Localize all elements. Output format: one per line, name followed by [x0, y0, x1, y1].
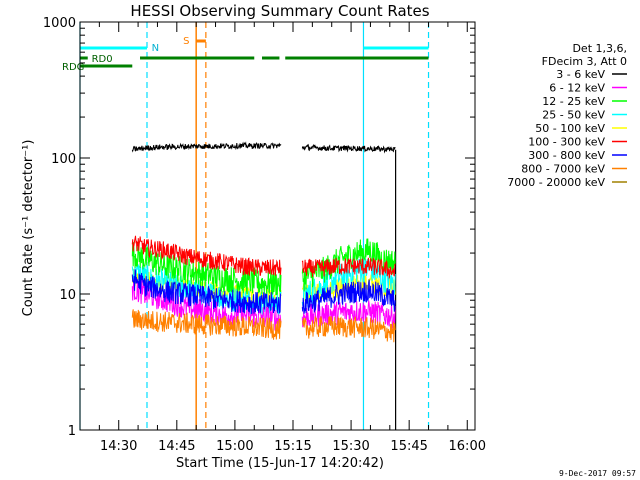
legend-item-label: 25 - 50 keV [542, 109, 605, 122]
x-tick-label: 15:30 [332, 439, 369, 454]
legend-item-label: 50 - 100 keV [535, 122, 605, 135]
y-tick-label: 100 [51, 152, 76, 167]
saa-label: S [183, 36, 189, 47]
legend-item-label: 6 - 12 keV [549, 82, 605, 95]
night-label: N [152, 43, 159, 54]
legend-header: FDecim 3, Att 0 [542, 55, 627, 68]
chart-marks: N S RD0 RDG [62, 22, 430, 430]
series-line-12-25keV [301, 238, 396, 292]
axis-ticks: 1 10 100 1000 14:30 14:45 15:00 15:15 15:30 15:45… [43, 16, 486, 454]
legend-item-label: 300 - 800 keV [528, 149, 605, 162]
y-tick-label: 1000 [43, 16, 76, 31]
legend-item-label: 100 - 300 keV [528, 136, 605, 149]
series-line-100-300keV [131, 235, 282, 276]
x-tick-label: 16:00 [449, 439, 486, 454]
legend-header: Det 1,3,6, [572, 42, 627, 55]
series-line-12-25keV [131, 242, 282, 296]
y-tick-label: 10 [59, 288, 76, 303]
footer-timestamp: 9-Dec-2017 09:57 [558, 469, 636, 478]
x-tick-label: 14:30 [100, 439, 137, 454]
x-tick-label: 15:00 [216, 439, 253, 454]
plot-border [79, 21, 476, 431]
x-tick-label: 14:45 [158, 439, 195, 454]
y-axis-label: Count Rate (s⁻¹ detector⁻¹) [21, 140, 36, 317]
x-tick-label: 15:45 [390, 439, 427, 454]
legend-item-label: 3 - 6 keV [556, 68, 605, 81]
series-line-6-12keV [301, 300, 396, 330]
series-line-3-6keV [301, 143, 396, 154]
series-line-3-6keV [131, 141, 282, 153]
rdg-label: RDG [62, 62, 84, 73]
rd0-label: RD0 [92, 54, 113, 65]
series-line-300-800keV [131, 269, 282, 315]
legend-item-label: 12 - 25 keV [542, 95, 605, 108]
series-line-800-7000keV [301, 316, 396, 343]
x-tick-label: 15:15 [274, 439, 311, 454]
x-axis-label: Start Time (15-Jun-17 14:20:42) [176, 456, 384, 471]
plot-frame [79, 21, 476, 431]
legend-item-label: 800 - 7000 keV [521, 163, 605, 176]
series-line-800-7000keV [131, 309, 282, 340]
series-line-100-300keV [301, 257, 396, 280]
legend-item-label: 7000 - 20000 keV [507, 176, 605, 189]
series-line-300-800keV [301, 279, 396, 314]
y-tick-label: 1 [68, 424, 76, 439]
chart-title: HESSI Observing Summary Count Rates [130, 2, 430, 20]
